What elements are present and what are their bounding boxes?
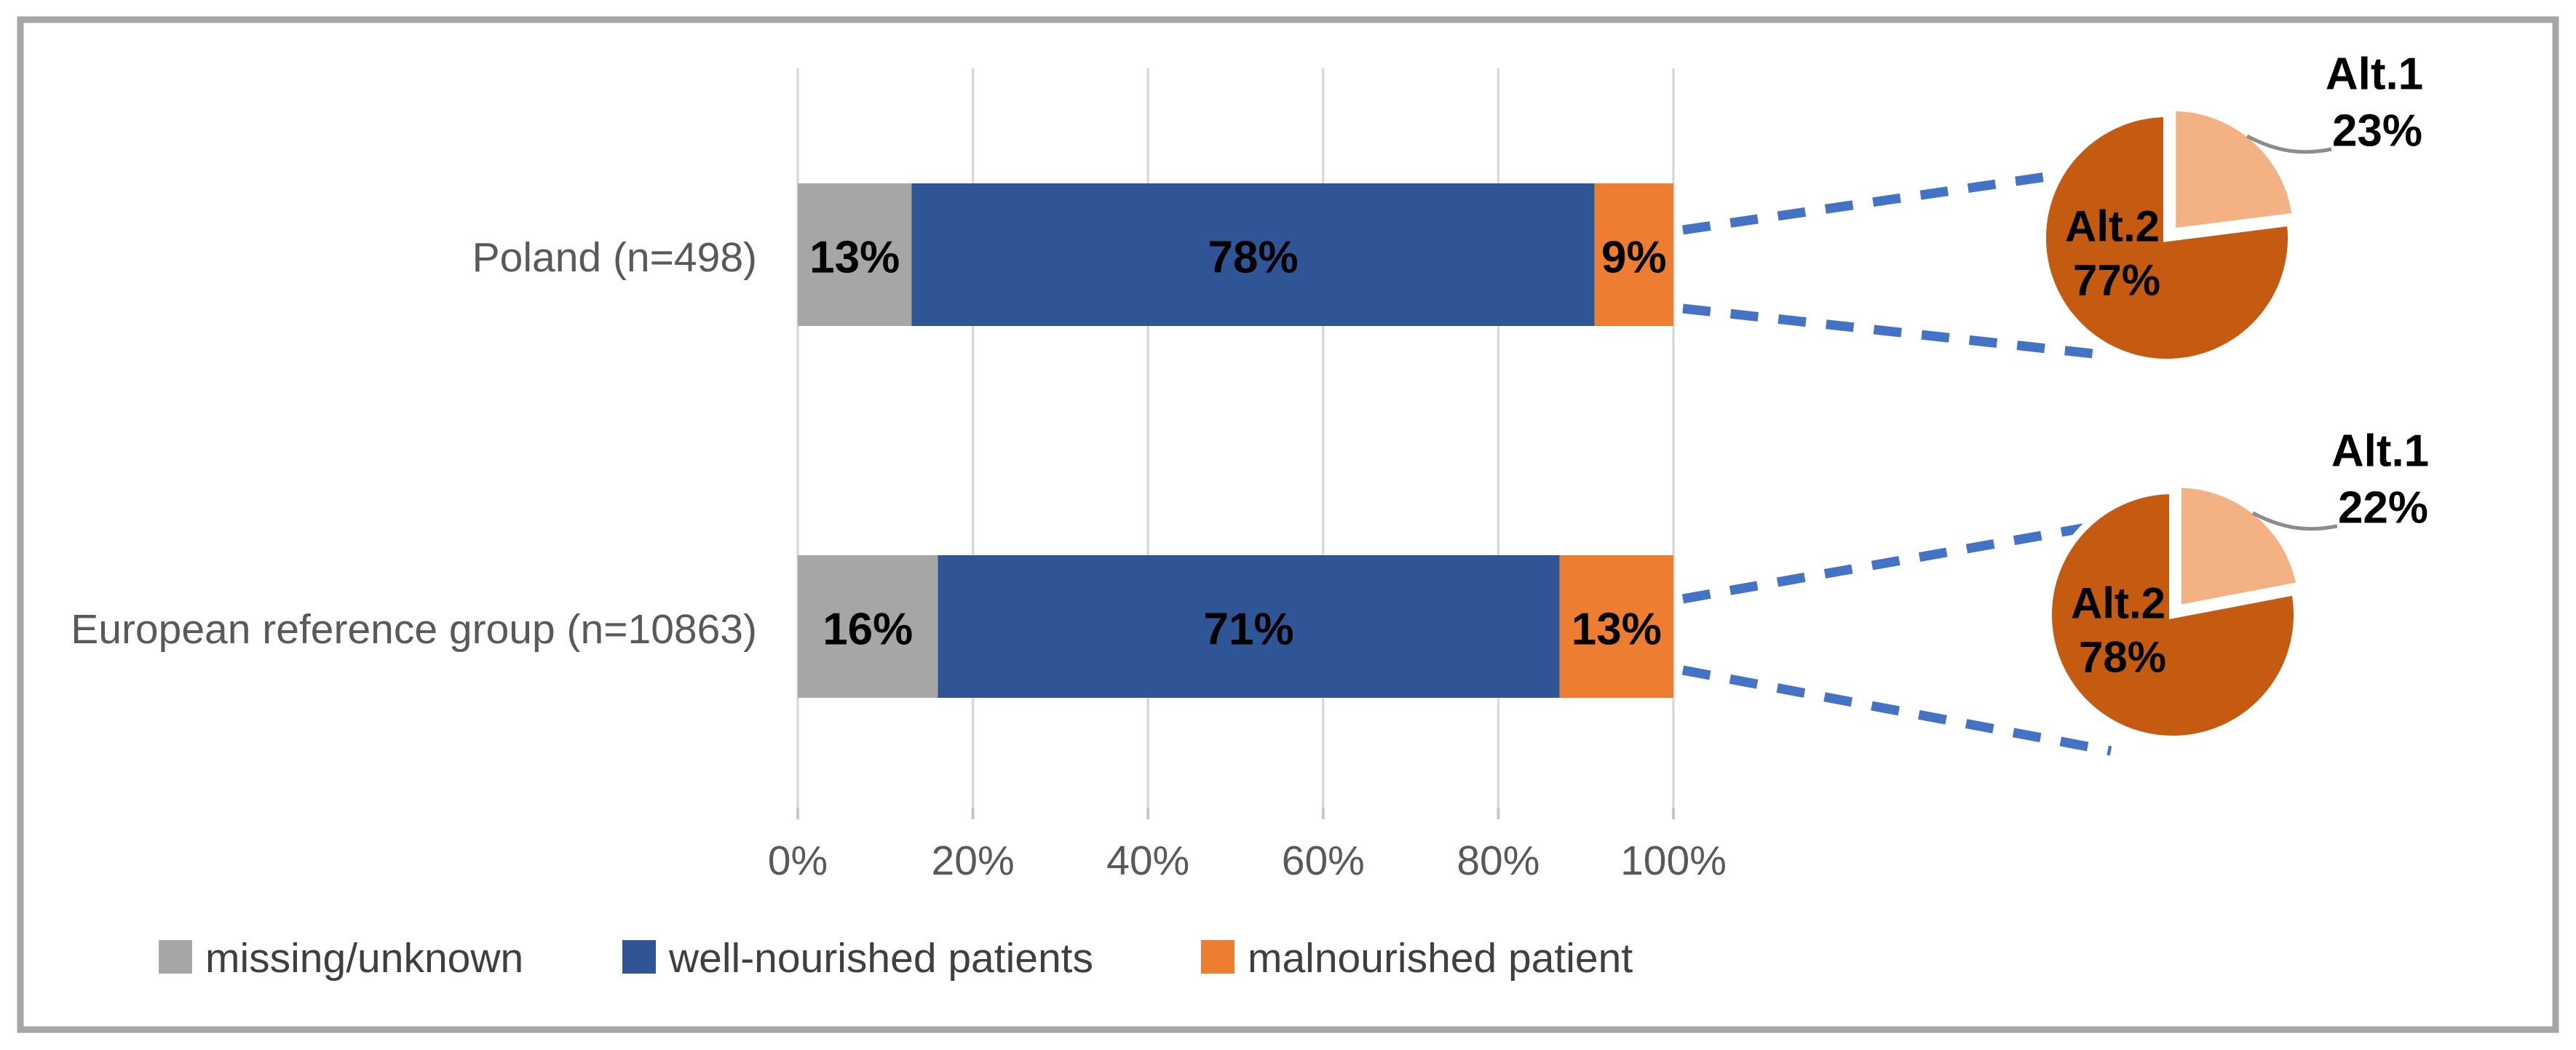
plot-grid-group — [796, 68, 1675, 819]
callout-dashed-line — [1682, 165, 2091, 235]
bar-segment-label: 78% — [1208, 233, 1299, 283]
category-label: European reference group (n=10863) — [71, 606, 757, 653]
bar-segment-label: 71% — [1203, 605, 1293, 655]
pie-chart: Alt.2 78% Alt.1 22% — [2045, 426, 2429, 743]
pie-charts-group: Alt.2 77% Alt.1 23% Alt.2 78% Alt.1 22% — [2039, 49, 2429, 743]
chart-frame-group — [17, 16, 2559, 1033]
bar-segment-label: 13% — [1572, 605, 1662, 655]
x-tick-label: 0% — [768, 838, 828, 884]
category-labels-group: Poland (n=498) European reference group (… — [71, 234, 757, 653]
bar-segment — [1559, 555, 1673, 698]
x-tick-label: 100% — [1620, 838, 1727, 884]
legend-swatch — [622, 940, 656, 974]
x-tick-label: 20% — [932, 838, 1015, 884]
bar-segment — [798, 183, 912, 326]
pie-inner-label-name: Alt.2 — [2065, 202, 2160, 251]
bar-segment — [1594, 183, 1673, 326]
pie-inner-label-name: Alt.2 — [2071, 579, 2165, 628]
callout-dashed-line — [1681, 520, 2101, 604]
pie-outer-label-value: 22% — [2338, 483, 2428, 533]
x-tick-label: 80% — [1457, 838, 1539, 884]
callout-dashed-line — [1682, 303, 2100, 359]
legend-label: missing/unknown — [205, 935, 523, 982]
legend-swatch — [159, 940, 192, 974]
bar-segment-label: 9% — [1601, 233, 1667, 283]
pie-inner-label-value: 77% — [2073, 256, 2160, 305]
pie-outer-label-name: Alt.1 — [2331, 426, 2429, 477]
bar-segment-label: 13% — [809, 233, 900, 283]
pie-chart: Alt.2 77% Alt.1 23% — [2039, 49, 2423, 366]
x-axis-labels-group: 0% 20% 40% 60% 80% 100% — [768, 838, 1727, 884]
legend-swatch — [1201, 940, 1235, 974]
callout-dashed-line — [1681, 665, 2112, 756]
x-tick-label: 40% — [1106, 838, 1189, 884]
bar-row: 16% 71% 13% — [798, 555, 1673, 698]
bar-segment — [911, 183, 1595, 326]
bar-row: 13% 78% 9% — [798, 183, 1673, 326]
leader-line — [2251, 511, 2338, 531]
pie-slice-alt2 — [2039, 109, 2295, 366]
callout-lines-group — [1681, 165, 2112, 756]
legend-item: missing/unknown — [159, 935, 523, 982]
x-tick-label: 60% — [1282, 838, 1365, 884]
legend-label: malnourished patient — [1248, 935, 1633, 982]
pie-slice-alt1 — [2174, 480, 2304, 613]
pie-slice-alt1 — [2168, 103, 2300, 236]
legend-item: well-nourished patients — [622, 935, 1093, 982]
pie-outer-label-name: Alt.1 — [2326, 49, 2423, 100]
bar-segment — [938, 555, 1560, 698]
legend-label: well-nourished patients — [668, 935, 1093, 982]
pie-outer-label-value: 23% — [2332, 106, 2422, 156]
bar-segment — [798, 555, 938, 698]
legend-group: missing/unknown well-nourished patients ma… — [159, 935, 1633, 982]
category-label: Poland (n=498) — [472, 234, 757, 281]
pie-slice-alt2 — [2045, 486, 2301, 743]
bars-group: 13% 78% 9% 16% 71% 13% — [798, 183, 1673, 698]
legend-item: malnourished patient — [1201, 935, 1633, 982]
bar-segment-label: 16% — [823, 605, 913, 655]
pie-inner-label-value: 78% — [2079, 633, 2166, 682]
leader-line — [2246, 134, 2332, 154]
figure-border — [17, 16, 2559, 1033]
